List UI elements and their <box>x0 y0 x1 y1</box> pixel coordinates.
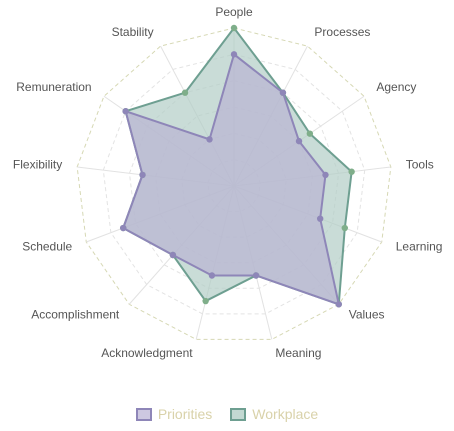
grid-ring-6 <box>76 27 392 340</box>
axis-label-acknowledgment: Acknowledgment <box>101 346 193 360</box>
radar-series <box>120 24 355 308</box>
point-priorities-schedule[interactable] <box>120 224 127 232</box>
legend-item-priorities[interactable]: Priorities <box>135 406 213 422</box>
axis-label-remuneration: Remuneration <box>16 80 91 94</box>
point-priorities-acknowledgment[interactable] <box>208 272 216 279</box>
point-priorities-tools[interactable] <box>322 171 329 179</box>
grid-ring-5 <box>102 53 366 315</box>
legend-item-workplace[interactable]: Workplace <box>230 406 318 422</box>
legend-swatch-workplace <box>230 407 247 421</box>
axis-label-accomplishment: Accomplishment <box>31 308 120 322</box>
axis-label-meaning: Meaning <box>275 346 321 360</box>
point-priorities-flexibility[interactable] <box>139 171 146 179</box>
point-workplace-tools[interactable] <box>348 168 355 175</box>
point-workplace-people[interactable] <box>230 24 238 32</box>
legend-swatch-priorities <box>135 407 152 421</box>
point-workplace-agency[interactable] <box>306 130 314 137</box>
point-priorities-stability[interactable] <box>206 136 213 143</box>
point-priorities-remuneration[interactable] <box>122 108 129 115</box>
point-priorities-agency[interactable] <box>295 137 303 145</box>
axis-label-schedule: Schedule <box>22 240 72 254</box>
radar-chart: People Processes Agency Tools Learning Values… <box>13 5 443 360</box>
axis-label-values: Values <box>349 308 385 322</box>
axis-label-people: People <box>215 5 253 19</box>
point-priorities-accomplishment[interactable] <box>169 251 177 259</box>
point-workplace-acknowledgment[interactable] <box>202 297 209 305</box>
axis-label-agency: Agency <box>376 80 416 94</box>
axis-label-learning: Learning <box>396 240 443 254</box>
legend-label-workplace: Workplace <box>252 406 319 422</box>
legend-label-priorities: Priorities <box>157 406 213 422</box>
point-priorities-processes[interactable] <box>279 89 287 96</box>
axis-label-processes: Processes <box>314 25 370 39</box>
axis-label-stability: Stability <box>112 25 154 39</box>
point-priorities-learning[interactable] <box>316 215 324 222</box>
axis-label-flexibility: Flexibility <box>13 157 62 171</box>
axis-labels: People Processes Agency Tools Learning Values… <box>13 5 443 360</box>
point-priorities-meaning[interactable] <box>252 272 260 279</box>
point-workplace-stability[interactable] <box>181 89 189 96</box>
point-workplace-learning[interactable] <box>341 224 348 232</box>
series-area-priorities <box>122 53 340 306</box>
axis-label-tools: Tools <box>406 157 434 171</box>
legend: Priorities Workplace <box>0 406 454 422</box>
point-priorities-values[interactable] <box>335 301 342 308</box>
point-priorities-people[interactable] <box>230 51 238 58</box>
